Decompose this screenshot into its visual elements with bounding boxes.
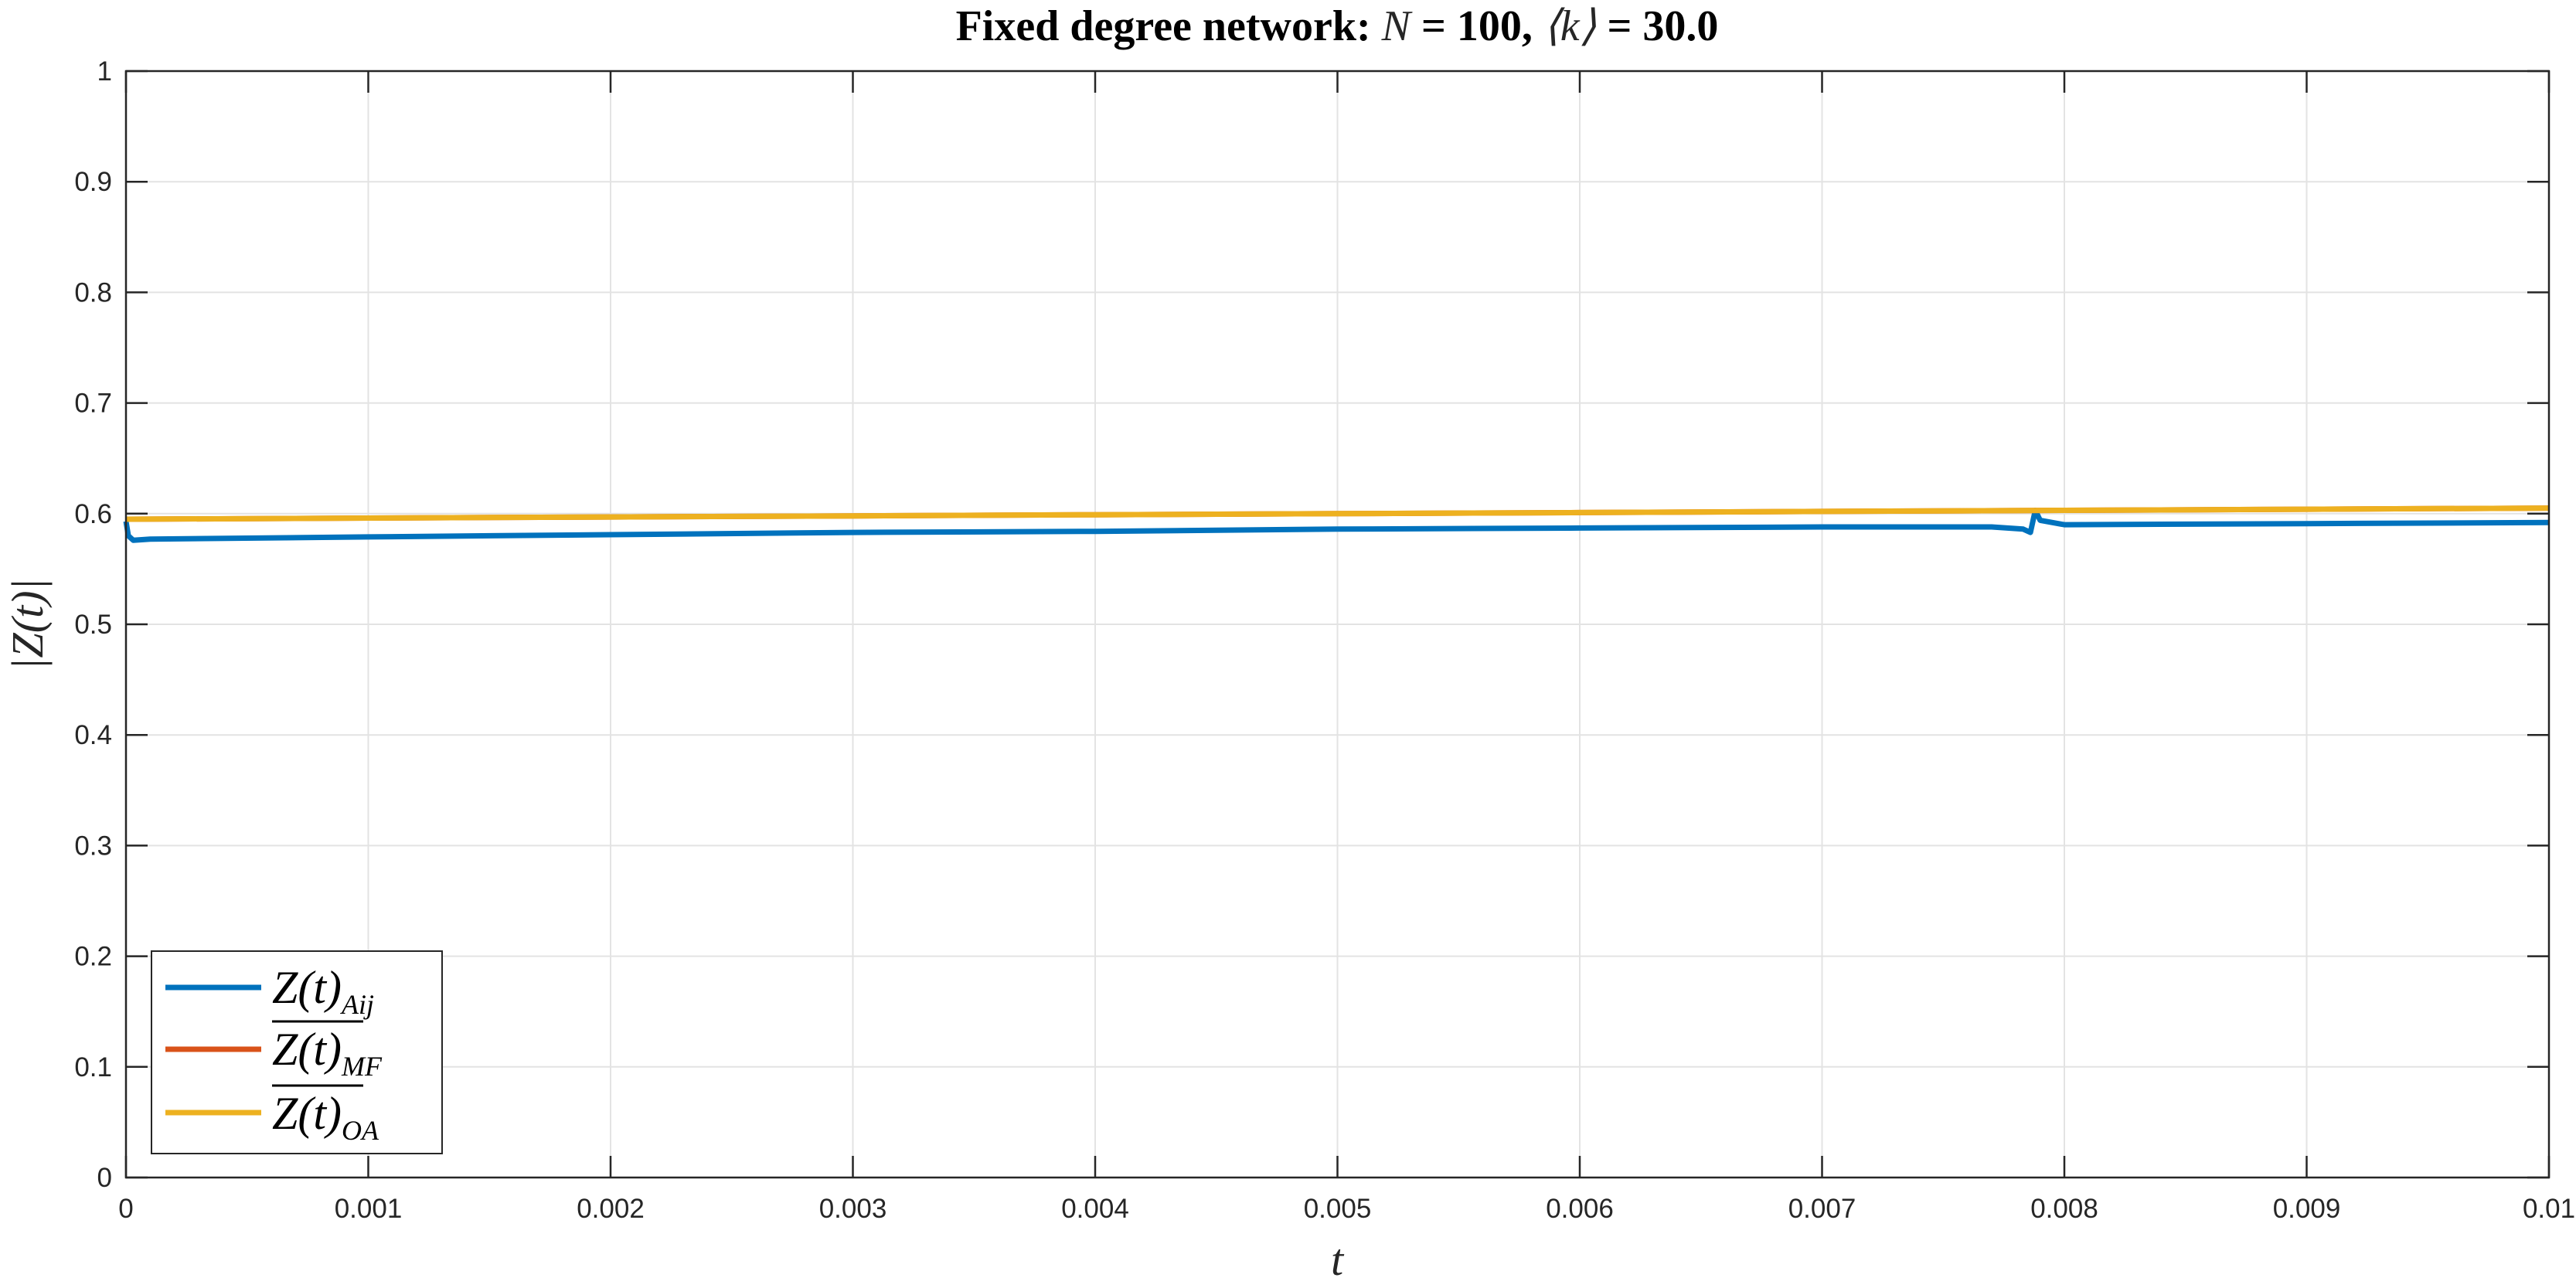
x-tick-labels: 0 0.001 0.002 0.003 0.004 0.005 0.006 0.007 0.00… (118, 1194, 2575, 1224)
x-tick-label: 0.007 (1788, 1194, 1856, 1224)
y-tick-label: 0.3 (74, 831, 112, 861)
series-lines (123, 505, 2550, 543)
legend-entry: Z(t)Aij (165, 962, 374, 1020)
x-tick-label: 0.004 (1061, 1194, 1129, 1224)
series-line (125, 505, 2550, 522)
legend-label: Z(t)Aij (272, 962, 374, 1020)
x-tick-label: 0.003 (819, 1194, 887, 1224)
x-axis-label: t (1331, 1235, 1345, 1285)
series-line (123, 508, 2550, 543)
y-tick-label: 0.1 (74, 1052, 112, 1082)
y-tick-label: 0.2 (74, 942, 112, 972)
legend-entry: Z(t)MF (165, 1020, 383, 1082)
x-tick-label: 0.01 (2523, 1194, 2575, 1224)
y-tick-label: 1 (97, 56, 112, 87)
legend-label: Z(t)MF (272, 1024, 383, 1082)
legend: Z(t)Aij Z(t)MF Z(t)OA (151, 950, 443, 1154)
y-tick-label: 0.8 (74, 277, 112, 308)
y-tick-label: 0 (97, 1163, 112, 1193)
y-tick-label: 0.9 (74, 167, 112, 197)
x-tick-label: 0.005 (1304, 1194, 1372, 1224)
ticks (124, 70, 2550, 1179)
legend-entry: Z(t)OA (165, 1084, 379, 1146)
y-tick-label: 0.7 (74, 389, 112, 419)
y-tick-label: 0.4 (74, 720, 112, 750)
y-tick-label: 0.5 (74, 610, 112, 640)
chart-title: Fixed degree network: N = 100, ⟨k⟩ = 30.… (956, 2, 1719, 50)
x-tick-label: 0.001 (335, 1194, 403, 1224)
y-tick-label: 0.6 (74, 499, 112, 529)
legend-label: Z(t)OA (272, 1088, 379, 1146)
x-tick-label: 0.008 (2030, 1194, 2098, 1224)
y-tick-labels: 0 0.1 0.2 0.3 0.4 0.5 0.6 0.7 0.8 0.9 1 (74, 56, 112, 1193)
x-tick-label: 0.009 (2273, 1194, 2341, 1224)
x-tick-label: 0 (118, 1194, 133, 1224)
y-axis-label: |Z(t)| (2, 579, 53, 671)
x-tick-label: 0.006 (1546, 1194, 1614, 1224)
x-tick-label: 0.002 (577, 1194, 645, 1224)
